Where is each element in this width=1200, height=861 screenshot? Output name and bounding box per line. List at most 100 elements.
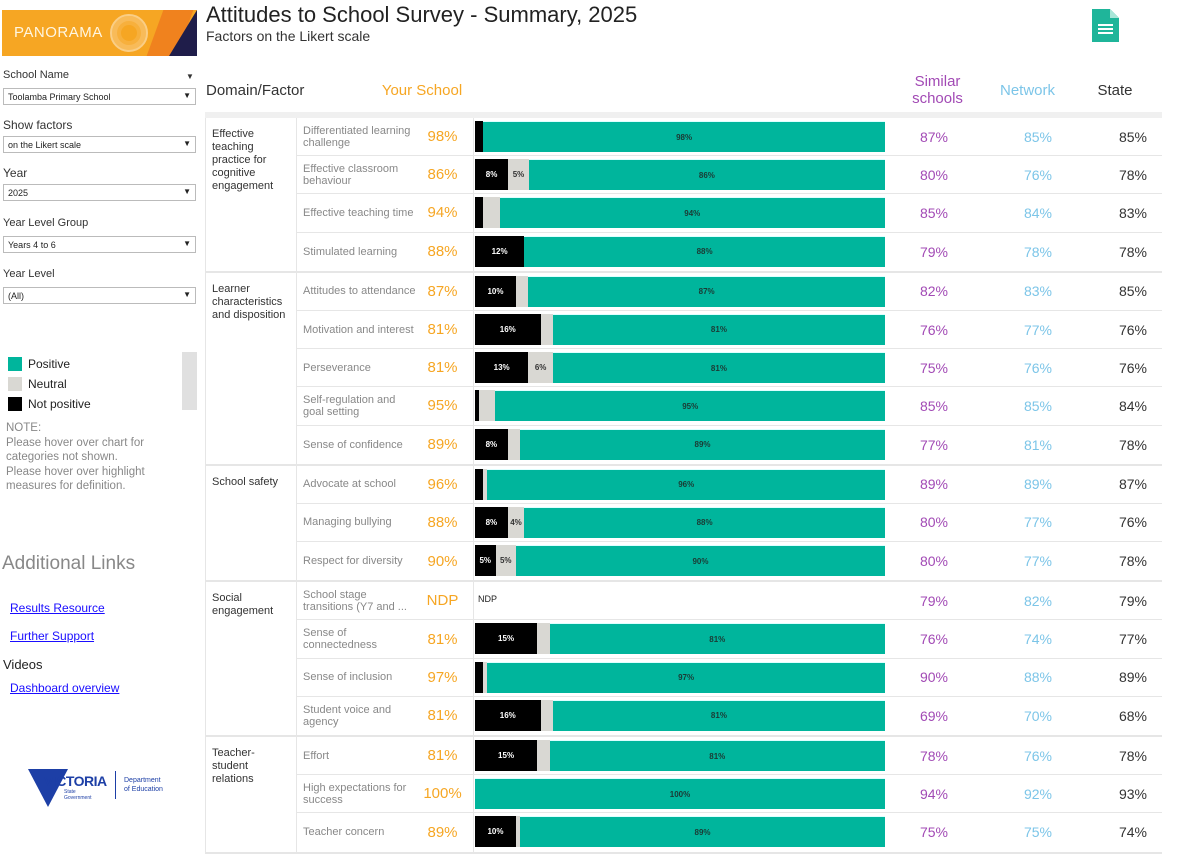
stacked-bar[interactable]: 97%	[475, 661, 885, 693]
state-value[interactable]: 78%	[1118, 166, 1148, 183]
table-row[interactable]: School stage transitions (Y7 and ... NDP…	[297, 582, 1162, 621]
state-value[interactable]: 78%	[1118, 243, 1148, 260]
bar-segment-positive[interactable]: 98%	[483, 121, 885, 152]
network-value[interactable]: 88%	[1023, 669, 1053, 686]
table-row[interactable]: Differentiated learning challenge 98% 98…	[297, 118, 1162, 157]
your-school-value[interactable]: 87%	[427, 282, 458, 300]
state-value[interactable]: 76%	[1118, 514, 1148, 531]
bar-segment-positive[interactable]: 81%	[552, 699, 885, 731]
bar-segment-positive[interactable]: 90%	[516, 545, 885, 577]
similar-schools-value[interactable]: 89%	[919, 476, 949, 493]
legend-item-neutral[interactable]: Neutral	[8, 374, 91, 394]
your-school-value[interactable]: 81%	[427, 359, 458, 377]
network-value[interactable]: 89%	[1023, 476, 1053, 493]
stacked-bar[interactable]: 8% 4% 88%	[475, 506, 885, 538]
table-row[interactable]: Effective classroom behaviour 86% 8% 5% 86…	[297, 156, 1162, 195]
bar-segment-not-positive[interactable]: 12%	[475, 235, 525, 267]
table-row[interactable]: Managing bullying 88% 8% 4% 88% 80% 77% 76…	[297, 503, 1162, 543]
your-school-value[interactable]: 81%	[427, 747, 458, 765]
bar-segment-neutral[interactable]: 5%	[495, 545, 516, 577]
bar-segment-not-positive[interactable]: 15%	[475, 740, 538, 771]
your-school-value[interactable]: 81%	[427, 321, 458, 339]
state-value[interactable]: 78%	[1118, 747, 1148, 764]
col-network[interactable]: Network	[999, 82, 1055, 99]
factor-name[interactable]: Effective teaching time	[303, 206, 414, 219]
network-value[interactable]: 78%	[1023, 243, 1053, 260]
network-value[interactable]: 74%	[1023, 631, 1053, 648]
year-level-select[interactable]: (All) ▼	[3, 287, 196, 304]
bar-segment-positive[interactable]: 81%	[552, 313, 885, 345]
your-school-value[interactable]: 96%	[427, 475, 458, 493]
stacked-bar[interactable]: 16% 81%	[475, 313, 885, 345]
stacked-bar[interactable]: 16% 81%	[475, 699, 885, 731]
col-your-school[interactable]: Your School	[381, 82, 463, 99]
factor-name[interactable]: Attitudes to attendance	[303, 285, 416, 298]
state-value[interactable]: 79%	[1118, 592, 1148, 609]
similar-schools-value[interactable]: 79%	[919, 243, 949, 260]
table-row[interactable]: Sense of connectedness 81% 15% 81% 76% 74…	[297, 620, 1162, 659]
year-level-group-select[interactable]: Years 4 to 6 ▼	[3, 236, 196, 253]
factor-name[interactable]: Self-regulation and goal setting	[303, 393, 396, 418]
document-icon[interactable]	[1092, 9, 1119, 42]
your-school-value[interactable]: 90%	[427, 552, 458, 570]
state-value[interactable]: 85%	[1118, 283, 1148, 300]
bar-segment-neutral[interactable]	[483, 661, 488, 693]
bar-segment-not-positive[interactable]: 13%	[475, 352, 529, 384]
legend-scrollbar[interactable]	[182, 352, 197, 410]
network-value[interactable]: 70%	[1023, 707, 1053, 724]
bar-segment-not-positive[interactable]	[475, 468, 484, 500]
factor-name[interactable]: Effective classroom behaviour	[303, 162, 399, 187]
bar-segment-positive[interactable]: 87%	[528, 275, 885, 307]
col-state[interactable]: State	[1097, 82, 1133, 99]
network-value[interactable]: 85%	[1023, 128, 1053, 145]
your-school-value[interactable]: 86%	[427, 166, 458, 184]
bar-segment-neutral[interactable]: 4%	[507, 506, 525, 538]
network-value[interactable]: 85%	[1023, 397, 1053, 414]
factor-name[interactable]: Managing bullying	[303, 516, 392, 529]
factor-name[interactable]: School stage transitions (Y7 and ...	[303, 588, 407, 613]
state-value[interactable]: 78%	[1118, 553, 1148, 570]
bar-segment-not-positive[interactable]: 16%	[475, 699, 541, 731]
similar-schools-value[interactable]: 76%	[919, 321, 949, 338]
bar-segment-neutral[interactable]: 5%	[508, 159, 529, 191]
bar-segment-positive[interactable]: 81%	[549, 623, 885, 655]
similar-schools-value[interactable]: 76%	[919, 631, 949, 648]
state-value[interactable]: 77%	[1118, 631, 1148, 648]
bar-segment-positive[interactable]: 100%	[475, 778, 885, 810]
factor-name[interactable]: Motivation and interest	[303, 323, 414, 336]
bar-segment-neutral[interactable]: 6%	[528, 352, 553, 384]
stacked-bar[interactable]: 8% 5% 86%	[475, 159, 885, 191]
bar-segment-neutral[interactable]	[507, 428, 521, 460]
similar-schools-value[interactable]: 85%	[919, 397, 949, 414]
stacked-bar[interactable]: 15% 81%	[475, 623, 885, 655]
similar-schools-value[interactable]: 77%	[919, 436, 949, 453]
similar-schools-value[interactable]: 79%	[919, 592, 949, 609]
table-row[interactable]: Attitudes to attendance 87% 10% 87% 82% 8…	[297, 272, 1162, 311]
bar-segment-positive[interactable]: 88%	[524, 506, 885, 538]
network-value[interactable]: 76%	[1023, 747, 1053, 764]
factor-name[interactable]: Sense of connectedness	[303, 627, 377, 652]
stacked-bar[interactable]: 12% 88%	[475, 235, 885, 267]
stacked-bar[interactable]: 15% 81%	[475, 740, 885, 771]
bar-segment-neutral[interactable]	[516, 816, 521, 848]
bar-segment-not-positive[interactable]: 8%	[475, 506, 508, 538]
bar-segment-neutral[interactable]	[516, 275, 529, 307]
stacked-bar[interactable]: 100%	[475, 778, 885, 810]
year-select[interactable]: 2025 ▼	[3, 184, 196, 201]
state-value[interactable]: 84%	[1118, 397, 1148, 414]
bar-segment-not-positive[interactable]: 8%	[475, 428, 508, 460]
bar-segment-neutral[interactable]	[483, 468, 488, 500]
your-school-value[interactable]: 89%	[427, 436, 458, 454]
bar-segment-not-positive[interactable]: 10%	[475, 816, 516, 848]
bar-segment-not-positive[interactable]: 5%	[475, 545, 496, 577]
bar-segment-neutral[interactable]	[540, 699, 553, 731]
state-value[interactable]: 74%	[1118, 824, 1148, 841]
state-value[interactable]: 89%	[1118, 669, 1148, 686]
your-school-value[interactable]: 88%	[427, 513, 458, 531]
state-value[interactable]: 83%	[1118, 204, 1148, 221]
similar-schools-value[interactable]: 78%	[919, 747, 949, 764]
bar-segment-not-positive[interactable]	[475, 661, 484, 693]
bar-segment-positive[interactable]: 86%	[528, 159, 885, 191]
state-value[interactable]: 76%	[1118, 359, 1148, 376]
bar-segment-positive[interactable]: 81%	[552, 352, 885, 384]
